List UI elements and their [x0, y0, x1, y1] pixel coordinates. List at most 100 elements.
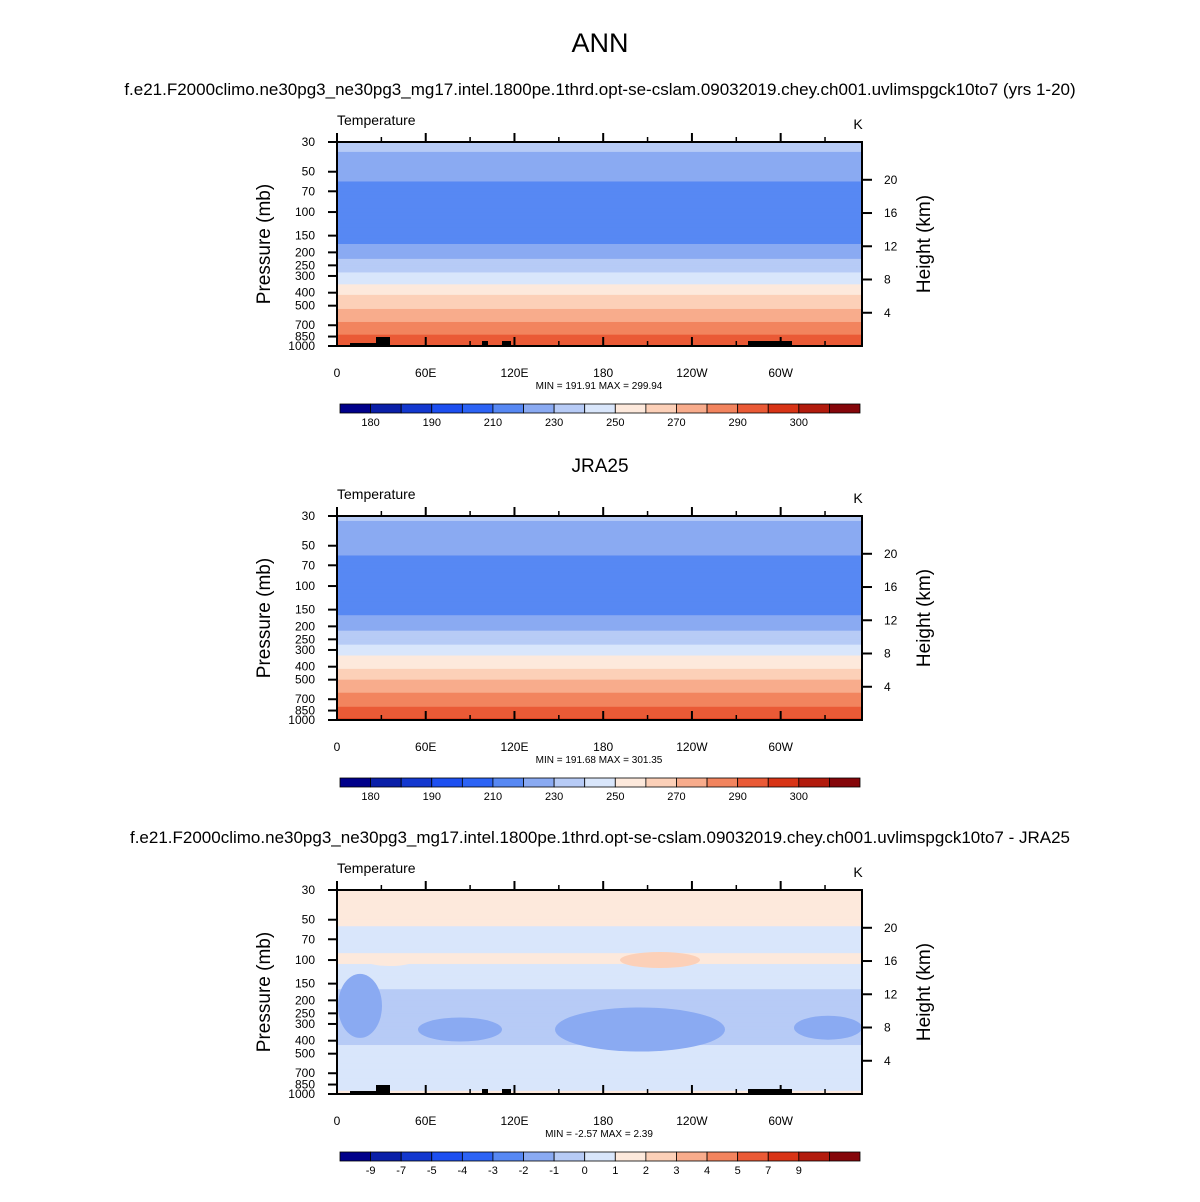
- contour-band: [337, 703, 862, 706]
- contour-band: [337, 1090, 862, 1094]
- colorbar-label: 190: [423, 791, 441, 803]
- colorbar-label: -2: [519, 1165, 529, 1177]
- x-tick-label: 60E: [415, 1114, 436, 1128]
- x-tick-label: 120W: [676, 740, 708, 754]
- y-tick-label: 50: [302, 913, 316, 927]
- y-tick-label: 700: [295, 318, 315, 332]
- contour-band: [337, 712, 862, 715]
- contour-band: [337, 142, 862, 148]
- contour-band: [337, 936, 862, 940]
- contour-band: [337, 301, 862, 305]
- contour-band: [337, 890, 862, 896]
- colorbar-cell: [737, 1151, 769, 1162]
- x-tick-label: 180: [593, 1114, 613, 1128]
- contour-band: [337, 156, 862, 163]
- y2-tick-label: 16: [884, 206, 898, 220]
- contour-band: [337, 246, 862, 251]
- y2-tick-label: 12: [884, 613, 898, 627]
- colorbar-cell: [553, 1151, 586, 1162]
- y2-tick-label: 8: [884, 1021, 891, 1035]
- contour-band: [337, 151, 862, 158]
- colorbar-label: 5: [735, 1165, 741, 1177]
- contour-band: [337, 963, 862, 969]
- contour-band: [337, 628, 862, 632]
- contour-band: [337, 686, 862, 691]
- y2-tick-label: 4: [884, 680, 891, 694]
- contour-band: [337, 327, 862, 330]
- colorbar-label: 290: [728, 417, 746, 429]
- contour-band: [337, 305, 862, 310]
- contour-band: [337, 632, 862, 636]
- x-tick-label: 60E: [415, 740, 436, 754]
- contour-band: [337, 341, 862, 344]
- colorbar-cell: [645, 1151, 677, 1162]
- contour-band: [337, 635, 862, 638]
- y2-axis-title: Height (km): [914, 569, 935, 667]
- panel-2-title: JRA25: [571, 456, 629, 477]
- contour-band: [337, 655, 862, 659]
- contour-band: [337, 575, 862, 580]
- x-tick-label: 180: [593, 366, 613, 380]
- contour-band: [337, 579, 862, 584]
- y-tick-label: 30: [302, 883, 316, 897]
- contour-band: [337, 555, 862, 560]
- contour-band: [337, 1077, 862, 1080]
- contour-band: [337, 994, 862, 999]
- colorbar-label: -7: [396, 1165, 406, 1177]
- colorbar-label: 250: [606, 417, 624, 429]
- x-tick-label: 60W: [768, 1114, 793, 1128]
- contour-band: [337, 1063, 862, 1068]
- contour-band: [337, 231, 862, 237]
- y-tick-label: 500: [295, 299, 315, 313]
- contour-band: [337, 268, 862, 272]
- contour-band: [337, 548, 862, 553]
- contour-band: [337, 336, 862, 339]
- y-tick-label: 700: [295, 1066, 315, 1080]
- contour-band: [337, 558, 862, 563]
- contour-band: [337, 652, 862, 657]
- contour-band: [337, 1060, 862, 1065]
- contour-band: [337, 249, 862, 253]
- x-tick-label: 180: [593, 740, 613, 754]
- contour-band: [337, 166, 862, 173]
- y-tick-label: 30: [302, 135, 316, 149]
- colorbar-cell: [370, 1151, 402, 1162]
- contour-band: [337, 914, 862, 921]
- y-axis-title: Pressure (mb): [254, 558, 275, 678]
- contour-band: [337, 338, 862, 341]
- contour-band: [337, 701, 862, 704]
- contour-band: [337, 708, 862, 712]
- y-tick-label: 30: [302, 509, 316, 523]
- y-tick-label: 850: [295, 330, 315, 344]
- min-max-stats: MIN = -2.57 MAX = 2.39: [545, 1129, 653, 1140]
- contour-band: [337, 312, 862, 317]
- contour-band: [337, 671, 862, 674]
- y-tick-label: 300: [295, 269, 315, 283]
- y-tick-label: 70: [302, 184, 316, 198]
- contour-band: [337, 677, 862, 681]
- contour-band: [337, 256, 862, 260]
- contour-band: [337, 552, 862, 557]
- contour-fill: [337, 890, 862, 1095]
- y-tick-label: 850: [295, 1078, 315, 1092]
- anomaly-blob: [555, 1007, 725, 1052]
- contour-band: [337, 1073, 862, 1076]
- y-tick-label: 850: [295, 704, 315, 718]
- contour-band: [337, 1080, 862, 1084]
- contour-band: [337, 194, 862, 199]
- contour-band: [337, 1051, 862, 1055]
- y-tick-label: 100: [295, 579, 315, 593]
- y-tick-label: 500: [295, 1047, 315, 1061]
- x-tick-label: 0: [334, 1114, 341, 1128]
- topography-mask: [748, 341, 792, 347]
- contour-band: [337, 597, 862, 603]
- min-max-stats: MIN = 191.91 MAX = 299.94: [536, 381, 663, 392]
- colorbar-label: 9: [796, 1165, 802, 1177]
- contour-band: [337, 706, 862, 710]
- contour-band: [337, 971, 862, 977]
- contour-band: [337, 535, 862, 542]
- colorbar-label: 7: [765, 1165, 771, 1177]
- contour-band: [337, 949, 862, 954]
- topography-mask: [502, 1089, 511, 1095]
- contour-band: [337, 620, 862, 625]
